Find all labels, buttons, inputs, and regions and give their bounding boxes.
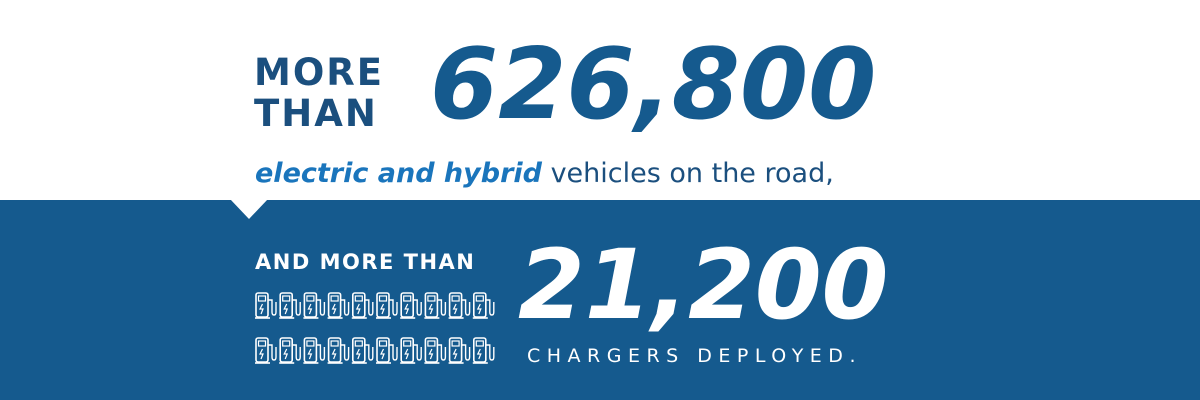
charger-icon [424, 292, 447, 319]
caption: CHARGERS DEPLOYED. [527, 345, 862, 367]
highlight: electric and hybrid [255, 158, 543, 189]
charger-icon [424, 337, 447, 364]
charger-icon [472, 337, 495, 364]
lead-line: MORE [254, 51, 384, 94]
charger-icon [376, 337, 398, 364]
lead-text: AND MORE THAN [255, 250, 475, 274]
lead-line: THAN [254, 92, 378, 135]
charger-icon [448, 337, 471, 364]
charger-icon [376, 292, 398, 319]
charger-icon [351, 337, 374, 364]
charger-icon [255, 337, 277, 364]
charger-icons [255, 292, 495, 364]
charger-icon [303, 292, 326, 319]
charger-icon [400, 292, 422, 319]
top-panel [0, 0, 1200, 200]
charger-icon [327, 292, 350, 319]
charger-count: 21,200 [518, 229, 888, 341]
charger-icon [303, 337, 326, 364]
charger-icon [400, 337, 422, 364]
vehicle-sentence: electric and hybrid vehicles on the road… [255, 158, 834, 189]
charger-icon [448, 292, 471, 319]
charger-icon [279, 337, 301, 364]
charger-icon [472, 292, 495, 319]
charger-icon [327, 337, 350, 364]
charger-icon [279, 292, 301, 319]
vehicle-count: 626,800 [430, 28, 876, 142]
charger-icon [351, 292, 374, 319]
speech-notch [230, 199, 268, 219]
bottom-panel [0, 200, 1200, 400]
charger-icon [255, 292, 277, 319]
sentence-rest: vehicles on the road, [551, 158, 834, 189]
